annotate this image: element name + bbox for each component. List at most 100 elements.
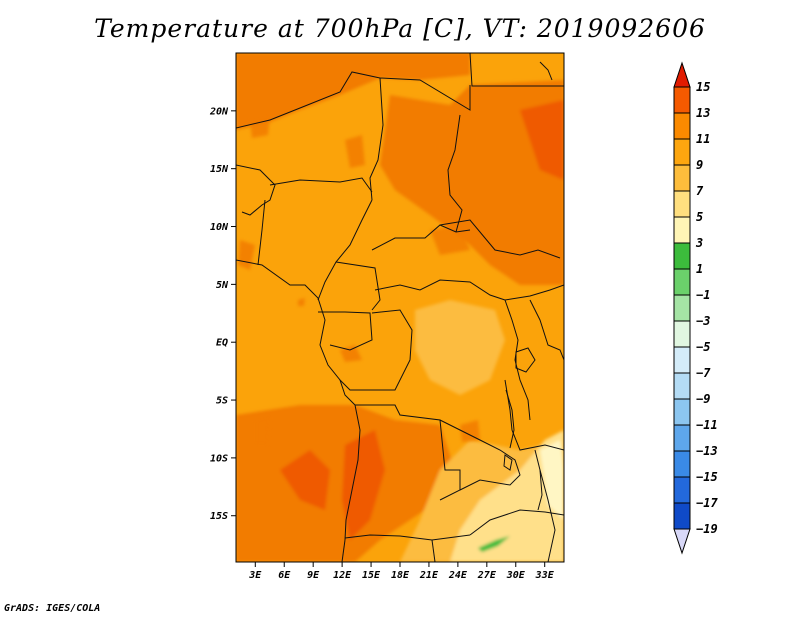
colorbar-label: 9 [696, 158, 703, 172]
colorbar-label: −7 [696, 366, 711, 380]
colorbar-bin [673, 424, 691, 452]
lake-mweru [503, 454, 513, 471]
x-tick-label: 12E [333, 570, 352, 581]
colorbar-label: −15 [696, 470, 718, 484]
border-gabon-congo [318, 311, 373, 351]
y-tick-label: 15N [210, 164, 229, 175]
border-libya-egypt [469, 53, 564, 87]
border-niger-chad [369, 77, 384, 201]
border-botswana [431, 539, 436, 562]
colorbar-label: −17 [696, 496, 718, 510]
colorbar-label: −19 [696, 522, 718, 536]
colorbar-bin [673, 112, 691, 140]
colorbar-label: 13 [696, 106, 710, 120]
border-ssudan-east [504, 284, 564, 301]
border-drc-uganda [504, 299, 531, 421]
colorbar-label: −13 [696, 444, 718, 458]
y-tick-label: 5N [216, 280, 229, 291]
x-tick-label: 3E [248, 570, 262, 581]
lake-tanganyika [505, 389, 515, 449]
colorbar-label: 5 [696, 210, 703, 224]
border-namibia-angola-coast [341, 539, 346, 562]
border-chad-car [371, 224, 471, 251]
border-niger-nigeria [269, 177, 373, 193]
border-algeria-niger [236, 71, 381, 129]
border-drc-angola [355, 404, 461, 501]
border-drc-zambia [439, 419, 521, 491]
colorbar-bin [673, 190, 691, 218]
colorbar-bottom-triangle [673, 528, 691, 555]
y-axis: 20N 15N 10N 5N EQ 5S 10S 15S [209, 106, 236, 522]
x-tick-label: 30E [506, 570, 526, 581]
y-tick-label: 10S [210, 453, 228, 464]
colorbar-label: 11 [696, 132, 710, 146]
field-sudan-east [380, 80, 564, 285]
border-chad-sudan [447, 114, 463, 233]
colorbar-bin [673, 372, 691, 400]
x-tick-label: 27E [477, 570, 497, 581]
colorbar-label: 15 [696, 80, 710, 94]
field-sudan-hot [520, 100, 564, 180]
border-uganda-kenya [529, 299, 564, 361]
colorbar-label: 1 [696, 262, 703, 276]
heatmap-field [236, 53, 564, 562]
x-tick-label: 9E [307, 570, 320, 581]
field-angola-core2 [342, 430, 385, 540]
border-benin [257, 199, 266, 266]
colorbar: 15 13 11 9 7 5 3 1 −1 −3 −5 −7 −9 −11 −13 −15 −17 −19 [673, 61, 718, 555]
coastline-angola [344, 404, 361, 541]
colorbar-bin [673, 164, 691, 192]
border-congo-drc [339, 309, 413, 391]
colorbar-bin [673, 268, 691, 296]
field-angola-core [280, 450, 330, 510]
y-tick-label: 10N [210, 222, 229, 233]
field-sahara-north [236, 53, 470, 130]
x-tick-label: 6E [278, 570, 291, 581]
border-car-drc [374, 279, 506, 301]
colorbar-top-triangle [673, 61, 691, 88]
colorbar-bin [673, 502, 691, 530]
field-zambia-green [478, 536, 510, 552]
border-libya-chad [379, 77, 471, 111]
colorbar-label: −9 [696, 392, 710, 406]
colorbar-bin [673, 216, 691, 244]
y-tick-label: 15S [210, 511, 228, 522]
colorbar-bin [673, 450, 691, 478]
colorbar-label: 7 [696, 184, 704, 198]
colorbar-bin [673, 346, 691, 374]
lake-malawi [534, 449, 543, 511]
border-mozambique [539, 469, 556, 562]
x-axis: 3E 6E 9E 12E 15E 18E 21E 24E 27E 30E 33E [248, 562, 555, 581]
y-tick-label: EQ [216, 338, 228, 349]
colorbar-label: −1 [696, 288, 710, 302]
colorbar-label: −5 [696, 340, 710, 354]
colorbar-bin [673, 242, 691, 270]
field-malawi-cool [540, 440, 564, 520]
country-borders [236, 53, 564, 562]
x-tick-label: 24E [448, 570, 468, 581]
coastline-west-africa [236, 259, 356, 406]
border-angola-namibia [344, 534, 471, 541]
lake-victoria [515, 347, 536, 373]
x-tick-label: 15E [362, 570, 381, 581]
border-sudan-ssudan [439, 219, 561, 259]
border-cameroon-car [335, 261, 381, 311]
y-tick-label: 20N [209, 106, 229, 117]
grads-credit: GrADS: IGES/COLA [4, 603, 101, 614]
colorbar-bin [673, 294, 691, 322]
y-tick-label: 5S [216, 396, 228, 407]
colorbar-bin [673, 476, 691, 504]
colorbar-bin [673, 320, 691, 348]
x-tick-label: 33E [535, 570, 555, 581]
border-drc-tanzania [504, 379, 564, 451]
chart-title: Temperature at 700hPa [C], VT: 201909260… [94, 14, 706, 43]
border-mali-burkina [236, 164, 276, 216]
x-tick-label: 18E [391, 570, 410, 581]
colorbar-bin [673, 398, 691, 426]
colorbar-label: −3 [696, 314, 710, 328]
field-congo-cool [415, 300, 505, 395]
colorbar-label: 3 [695, 236, 703, 250]
colorbar-bin [673, 138, 691, 166]
border-nigeria-cameroon [317, 199, 373, 301]
